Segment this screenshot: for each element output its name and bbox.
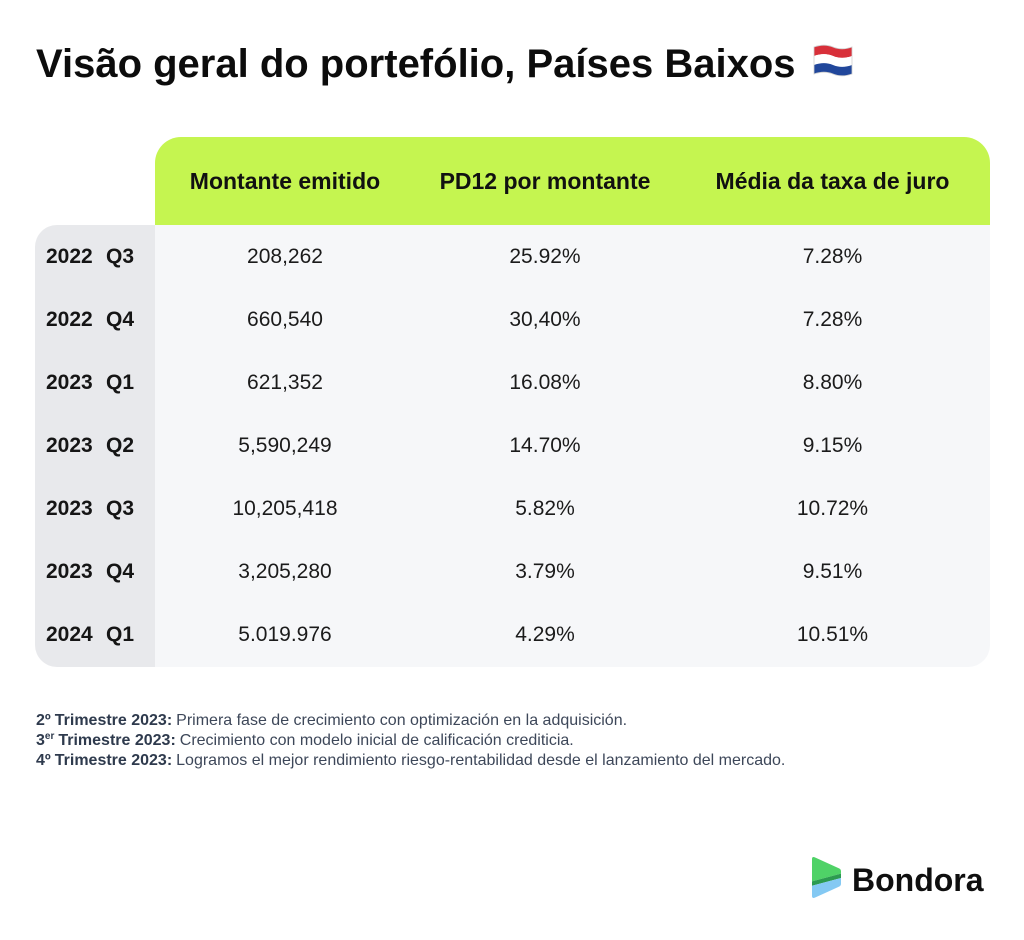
row-header: 2023 Q2: [35, 434, 155, 458]
row-header: 2024 Q1: [35, 623, 155, 647]
cell-avg-interest-rate: 7.28%: [802, 244, 863, 268]
cell-avg-interest-rate: 7.28%: [802, 307, 863, 331]
flag-netherlands-icon: [813, 44, 852, 77]
table-header: Montante emitido PD12 por montante Média…: [155, 137, 990, 225]
table-row: 2023 Q1 621,352 16.08% 8.80%: [35, 351, 990, 414]
row-year: 2023: [46, 560, 93, 584]
logo-green-shape: [812, 857, 841, 882]
row-quarter: Q1: [106, 623, 135, 647]
row-quarter: Q1: [106, 370, 135, 394]
column-header-pd12-by-amount: PD12 por montante: [439, 167, 651, 194]
bondora-logo-text: Bondora: [852, 862, 984, 898]
row-header: 2022 Q3: [35, 245, 155, 269]
footnote-period: Trimestre 2023:: [54, 752, 173, 769]
cell-pd12-by-amount: 5.82%: [515, 497, 575, 521]
table-row: 2023 Q3 10,205,418 5.82% 10.72%: [35, 478, 990, 541]
footnote-text: Primera fase de crecimiento con optimiza…: [176, 712, 628, 729]
footnote-period: Trimestre 2023:: [58, 732, 176, 749]
footnote-period: Trimestre 2023:: [54, 712, 173, 729]
cell-amount-issued: 660,540: [247, 307, 323, 331]
logo-blue-shape: [812, 877, 841, 898]
row-header: 2023 Q4: [35, 560, 155, 584]
table-body: 2022 Q3 208,262 25.92% 7.28% 2022 Q4 660,5…: [35, 225, 990, 667]
row-year: 2023: [46, 370, 93, 394]
cell-pd12-by-amount: 4.29%: [515, 623, 575, 647]
flag-white-stripe: [813, 54, 852, 67]
table-row: 2024 Q1 5.019.976 4.29% 10.51%: [35, 604, 990, 667]
footnote-q4-2023: 4º Trimestre 2023: Logramos el mejor rendi…: [36, 751, 785, 771]
row-year: 2023: [46, 433, 93, 457]
row-quarter: Q2: [106, 433, 135, 457]
row-year: 2022: [46, 307, 93, 331]
cell-avg-interest-rate: 10.72%: [796, 497, 869, 521]
flag-blue-stripe: [813, 63, 852, 76]
footnotes: 2º Trimestre 2023: Primera fase de crecimi…: [36, 711, 785, 771]
footnote-ordinal-superscript: er: [44, 731, 55, 742]
row-quarter: Q4: [106, 560, 135, 584]
page-title-text: Visão geral do portefólio, Países Baixos: [36, 42, 796, 86]
cell-amount-issued: 5.019.976: [238, 623, 332, 647]
cell-avg-interest-rate: 9.15%: [802, 433, 863, 457]
row-quarter: Q3: [106, 497, 135, 521]
footnote-text: Logramos el mejor rendimiento riesgo-ren…: [176, 752, 786, 769]
table-row: 2022 Q4 660,540 30,40% 7.28%: [35, 288, 990, 351]
cell-avg-interest-rate: 9.51%: [802, 560, 863, 584]
row-year: 2023: [46, 497, 93, 521]
row-quarter: Q4: [106, 307, 135, 331]
footnote-text: Crecimiento con modelo inicial de califi…: [179, 732, 574, 749]
cell-pd12-by-amount: 3.79%: [515, 560, 575, 584]
footnote-key: 3er Trimestre 2023:: [36, 731, 176, 750]
table-row: 2022 Q3 208,262 25.92% 7.28%: [35, 225, 990, 288]
footnote-q3-2023: 3er Trimestre 2023: Crecimiento con modelo…: [36, 731, 785, 751]
cell-amount-issued: 621,352: [247, 370, 323, 394]
cell-amount-issued: 208,262: [247, 244, 323, 268]
column-header-amount-issued: Montante emitido: [189, 167, 381, 194]
cell-pd12-by-amount: 16.08%: [509, 370, 581, 394]
footnote-key: 4º Trimestre 2023:: [36, 752, 172, 769]
cell-amount-issued: 10,205,418: [232, 497, 338, 521]
cell-amount-issued: 5,590,249: [238, 433, 332, 457]
table-row: 2023 Q4 3,205,280 3.79% 9.51%: [35, 541, 990, 604]
row-quarter: Q3: [106, 244, 135, 268]
table-row: 2023 Q2 5,590,249 14.70% 9.15%: [35, 414, 990, 477]
cell-pd12-by-amount: 14.70%: [509, 433, 581, 457]
row-year: 2022: [46, 244, 93, 268]
logo-dark-green-band: [812, 873, 841, 886]
flag-red-stripe: [813, 45, 852, 58]
cell-pd12-by-amount: 25.92%: [509, 244, 581, 268]
row-header-column: [35, 225, 155, 667]
page-title: Visão geral do portefólio, Países Baixos: [36, 40, 854, 88]
flag-outline: [813, 44, 852, 77]
row-header: 2023 Q3: [35, 497, 155, 521]
footnote-ordinal: 3: [36, 732, 45, 749]
footnote-ordinal: 4º: [36, 752, 51, 769]
row-year: 2024: [46, 623, 93, 647]
footnote-ordinal: 2º: [36, 712, 51, 729]
row-header: 2023 Q1: [35, 371, 155, 395]
cell-amount-issued: 3,205,280: [238, 560, 332, 584]
table-body-background: [155, 225, 990, 667]
footnote-key: 2º Trimestre 2023:: [36, 712, 172, 729]
portfolio-table: Montante emitido PD12 por montante Média…: [35, 137, 990, 667]
bondora-logo-icon: [812, 857, 841, 898]
cell-pd12-by-amount: 30,40%: [509, 307, 581, 331]
cell-avg-interest-rate: 10.51%: [796, 623, 869, 647]
cell-avg-interest-rate: 8.80%: [802, 370, 863, 394]
row-header: 2022 Q4: [35, 308, 155, 332]
column-header-avg-interest-rate: Média da taxa de juro: [715, 167, 950, 194]
footnote-q2-2023: 2º Trimestre 2023: Primera fase de crecimi…: [36, 711, 785, 731]
